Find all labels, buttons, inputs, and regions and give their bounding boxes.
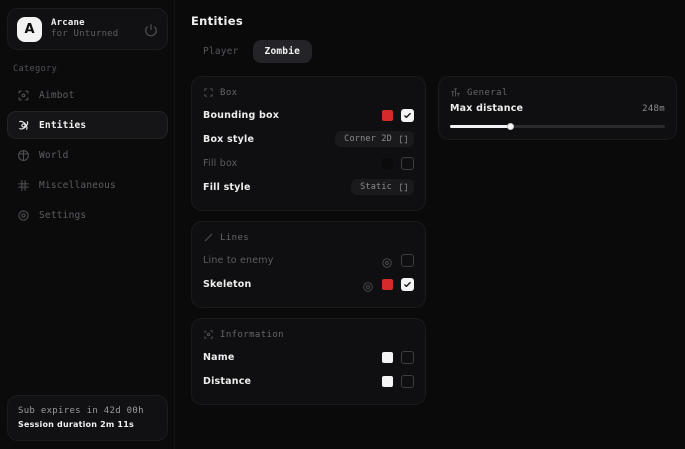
row-label: Fill style: [203, 181, 251, 193]
crosshair-icon: [17, 89, 30, 102]
row-box-style: Box style Corner 2D: [203, 127, 414, 151]
sidebar-item-world[interactable]: World: [7, 141, 168, 169]
information-card: Information Name Distance: [191, 318, 426, 405]
row-label: Skeleton: [203, 278, 252, 290]
settings-gear-icon[interactable]: [362, 278, 374, 292]
power-icon[interactable]: [144, 22, 158, 37]
sidebar-item-label: Miscellaneous: [39, 179, 116, 191]
information-card-header: Information: [203, 329, 414, 340]
color-swatch[interactable]: [382, 351, 393, 363]
select-fill-style[interactable]: Static: [351, 179, 414, 195]
select-value: Corner 2D: [344, 134, 392, 144]
checkbox-skeleton[interactable]: [401, 277, 414, 291]
row-label: Bounding box: [203, 109, 280, 121]
lines-card-header: Lines: [203, 232, 414, 243]
grid-icon: [17, 179, 30, 192]
settings-columns: Box Bounding box Box style Corner 2D: [191, 76, 677, 405]
row-label: Box style: [203, 133, 255, 145]
row-fill-box: Fill box: [203, 151, 414, 175]
gear-icon: [17, 209, 30, 222]
box-card-header: Box: [203, 87, 414, 98]
globe-icon: [17, 149, 30, 162]
row-label: Line to enemy: [203, 254, 274, 266]
line-icon: [203, 232, 214, 243]
sidebar-spacer: [7, 229, 168, 395]
entity-tabs: Player Zombie: [191, 40, 677, 63]
general-card: General Max distance 248m: [438, 76, 677, 140]
sidebar-item-label: World: [39, 149, 69, 161]
sidebar-item-label: Aimbot: [39, 89, 75, 101]
avatar: A: [17, 16, 42, 42]
checkbox-bounding-box[interactable]: [401, 108, 414, 122]
color-swatch[interactable]: [382, 109, 393, 121]
right-column: General Max distance 248m: [438, 76, 677, 140]
sub-expiry-text: Sub expires in 42d 00h: [18, 405, 144, 416]
slider-thumb[interactable]: [506, 123, 514, 130]
row-name: Name: [203, 345, 414, 369]
max-distance-row: Max distance 248m: [450, 103, 665, 114]
page-title: Entities: [191, 14, 243, 28]
sidebar-item-entities[interactable]: Entities: [7, 111, 168, 139]
color-swatch[interactable]: [382, 278, 393, 290]
checkbox-name[interactable]: [401, 350, 414, 364]
lines-card: Lines Line to enemy Skeleton: [191, 221, 426, 308]
profile-name: Arcane: [51, 17, 85, 28]
information-card-title: Information: [220, 329, 285, 340]
sidebar-item-settings[interactable]: Settings: [7, 201, 168, 229]
general-card-title: General: [467, 87, 508, 98]
atom-icon: [17, 119, 30, 132]
brackets-icon: [399, 135, 408, 144]
sidebar-nav: Aimbot Entities World: [7, 81, 168, 229]
sliders-icon: [450, 87, 461, 98]
row-line-to-enemy: Line to enemy: [203, 248, 414, 272]
sidebar-item-miscellaneous[interactable]: Miscellaneous: [7, 171, 168, 199]
brackets-icon: [399, 183, 408, 192]
category-label: Category: [13, 64, 58, 74]
main-panel: Entities Player Zombie B: [175, 0, 685, 449]
row-skeleton: Skeleton: [203, 272, 414, 296]
row-distance: Distance: [203, 369, 414, 393]
profile-card[interactable]: A Arcane for Unturned: [7, 8, 168, 50]
profile-text: Arcane for Unturned: [51, 18, 135, 41]
checkbox-fill-box[interactable]: [401, 156, 414, 170]
general-card-header: General: [450, 87, 665, 98]
sidebar-item-label: Settings: [39, 209, 87, 221]
checkbox-line-to-enemy[interactable]: [401, 253, 414, 267]
row-bounding-box: Bounding box: [203, 103, 414, 127]
max-distance-slider[interactable]: [450, 123, 665, 130]
sidebar: A Arcane for Unturned Category: [0, 0, 175, 449]
settings-gear-icon[interactable]: [381, 254, 393, 268]
tab-player[interactable]: Player: [203, 46, 239, 57]
left-column: Box Bounding box Box style Corner 2D: [191, 76, 426, 405]
status-card: Sub expires in 42d 00h Session duration …: [7, 394, 168, 441]
slider-label: Max distance: [450, 103, 524, 114]
select-box-style[interactable]: Corner 2D: [335, 131, 414, 147]
box-card: Box Bounding box Box style Corner 2D: [191, 76, 426, 211]
checkbox-distance[interactable]: [401, 374, 414, 388]
sidebar-item-label: Entities: [39, 119, 87, 131]
lines-card-title: Lines: [220, 232, 250, 243]
row-label: Distance: [203, 375, 252, 387]
info-scan-icon: [203, 329, 214, 340]
select-value: Static: [360, 182, 392, 192]
row-label: Name: [203, 351, 235, 363]
box-card-title: Box: [220, 87, 238, 98]
sidebar-item-aimbot[interactable]: Aimbot: [7, 81, 168, 109]
slider-fill: [450, 125, 511, 128]
slider-value: 248m: [642, 104, 665, 114]
profile-subtitle: for Unturned: [51, 29, 119, 39]
row-fill-style: Fill style Static: [203, 175, 414, 199]
color-swatch[interactable]: [382, 157, 393, 169]
corners-icon: [203, 87, 214, 98]
row-label: Fill box: [203, 157, 238, 169]
session-duration-text: Session duration 2m 11s: [18, 419, 134, 429]
tab-zombie[interactable]: Zombie: [252, 40, 313, 63]
color-swatch[interactable]: [382, 375, 393, 387]
